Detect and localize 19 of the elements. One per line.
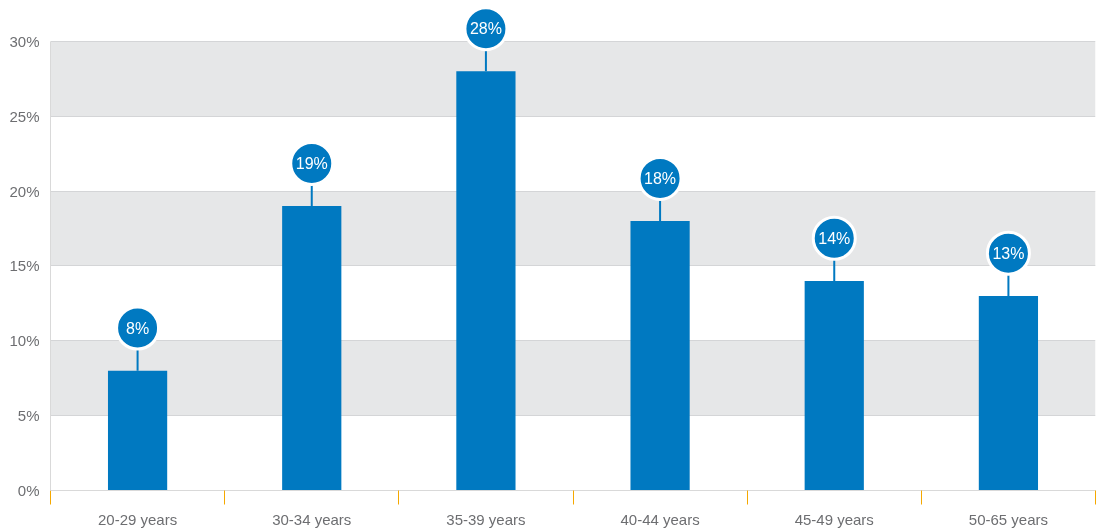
x-tick-label: 35-39 years bbox=[446, 510, 526, 528]
data-label: 28% bbox=[469, 20, 502, 38]
x-tick-label: 40-44 years bbox=[620, 510, 700, 528]
x-tick-label: 20-29 years bbox=[97, 510, 178, 528]
y-tick-label: 5% bbox=[17, 407, 40, 425]
y-tick-label: 0% bbox=[17, 482, 40, 499]
y-tick-label: 20% bbox=[9, 182, 40, 200]
y-tick-label: 10% bbox=[9, 332, 40, 350]
x-tick-label: 30-34 years bbox=[272, 510, 352, 528]
y-tick-label: 15% bbox=[9, 257, 40, 275]
data-label: 14% bbox=[818, 229, 851, 247]
data-label: 19% bbox=[295, 154, 328, 172]
x-tick-label: 50-65 years bbox=[968, 510, 1049, 528]
data-label: 8% bbox=[126, 319, 150, 337]
data-label: 18% bbox=[644, 169, 677, 187]
y-tick-label: 30% bbox=[9, 32, 40, 50]
y-tick-label: 25% bbox=[9, 107, 40, 125]
data-label: 13% bbox=[992, 244, 1025, 262]
x-tick-label: 45-49 years bbox=[794, 510, 874, 528]
